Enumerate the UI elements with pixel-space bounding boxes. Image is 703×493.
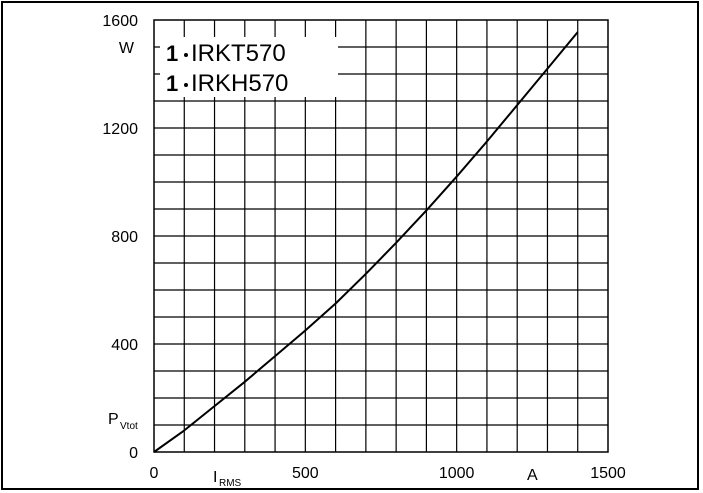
x-axis-label-main: I <box>213 469 217 486</box>
x-tick-label: 1000 <box>439 465 475 482</box>
x-axis-label-subscript: RMS <box>219 478 242 489</box>
x-tick-label: 0 <box>150 465 159 482</box>
x-unit-label: A <box>527 467 538 484</box>
y-axis-label-subscript: Vtot <box>120 421 138 432</box>
legend-bullet <box>184 83 188 87</box>
y-axis-label: P Vtot <box>108 411 138 432</box>
legend-bullet <box>184 53 188 57</box>
x-tick-label: 1500 <box>590 465 626 482</box>
grid <box>154 20 608 452</box>
x-axis-label: I RMS <box>213 469 242 489</box>
legend-background <box>160 37 338 97</box>
legend: 1 IRKT570 1 IRKH570 <box>160 37 338 97</box>
legend-entry-1: 1 IRKT570 <box>166 40 286 67</box>
legend-entry-number: 1 <box>166 71 178 96</box>
x-tick-labels: 0 500 1000 1500 <box>150 465 626 482</box>
y-tick-label: 800 <box>111 229 138 246</box>
y-tick-label: 1600 <box>102 13 138 30</box>
plot-border <box>153 19 609 453</box>
legend-entry-text: IRKH570 <box>191 70 288 97</box>
legend-entry-2: 1 IRKH570 <box>166 70 288 97</box>
series-group <box>153 31 579 453</box>
series-line <box>153 31 579 453</box>
x-tick-label: 500 <box>292 465 319 482</box>
legend-entry-number: 1 <box>166 41 178 66</box>
y-unit-label: W <box>119 40 135 57</box>
legend-entry-text: IRKT570 <box>191 40 286 67</box>
y-axis-label-main: P <box>108 411 119 428</box>
y-tick-label: 0 <box>129 445 138 462</box>
y-tick-label: 400 <box>111 337 138 354</box>
y-tick-label: 1200 <box>102 121 138 138</box>
y-tick-labels: 0 400 800 1200 1600 <box>102 13 138 462</box>
